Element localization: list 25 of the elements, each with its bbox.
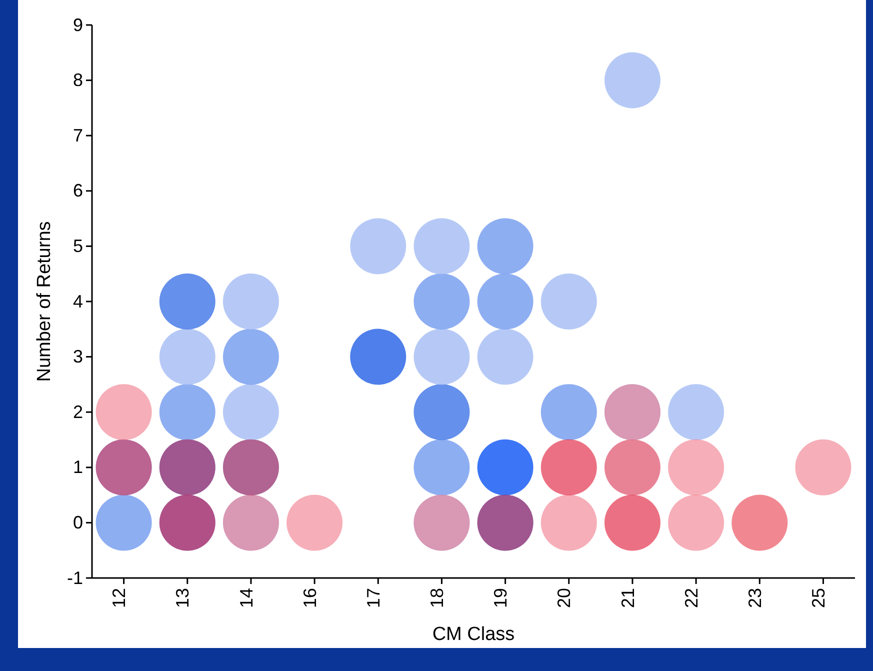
x-tick-label: 21 [618,588,638,608]
y-axis-title: Number of Returns [34,221,55,382]
y-tick-label: 4 [72,291,83,312]
x-axis-title: CM Class [432,624,515,645]
x-tick-label: 18 [427,588,448,608]
x-tick-label: 25 [808,588,829,608]
x-tick-label: 20 [554,588,574,608]
y-tick-label: 0 [72,512,83,532]
y-tick-label: 3 [72,346,83,367]
y-tick-label: 6 [72,180,83,201]
y-tick-label: 1 [72,457,83,478]
x-tick-label: 17 [363,588,384,608]
y-tick-label: 5 [72,236,83,256]
y-tick-label: 2 [72,402,83,422]
x-tick-label: 22 [681,588,702,608]
x-tick-label: 16 [300,588,320,608]
y-tick-label: 7 [72,125,83,146]
y-tick-label: 9 [72,14,83,35]
x-tick-label: 23 [744,588,765,608]
y-tick-label: -1 [66,568,83,588]
y-tick-label: 8 [72,70,83,90]
x-tick-label: 19 [490,588,511,608]
x-tick-label: 13 [172,588,193,608]
x-tick-label: 12 [109,588,130,608]
x-tick-label: 14 [236,588,256,608]
